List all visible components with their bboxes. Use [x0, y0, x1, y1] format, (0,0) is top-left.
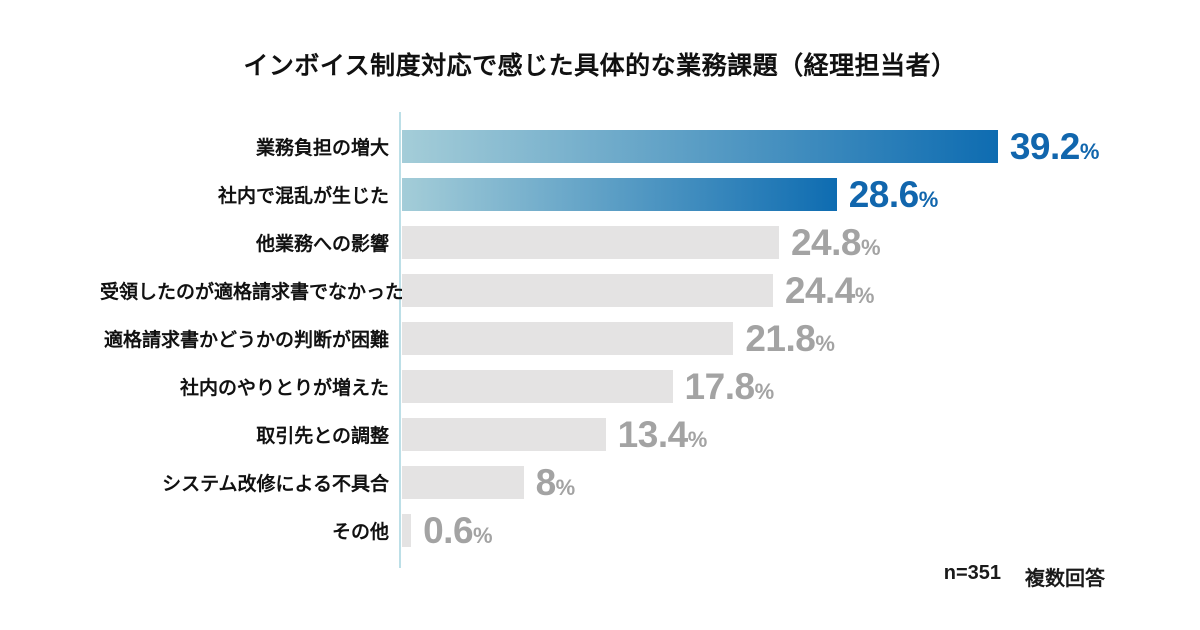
value-label: 39.2% [1010, 128, 1100, 165]
percent-sign: % [687, 426, 708, 452]
response-type-label: 複数回答 [1025, 568, 1105, 590]
value-number: 24.4 [784, 269, 856, 311]
category-label: 適格請求書かどうかの判断が困難 [103, 329, 389, 351]
value-label: 28.6% [849, 176, 939, 213]
chart-row: その他 0.6% [100, 506, 1160, 554]
percent-sign: % [473, 522, 493, 548]
category-label: 受領したのが適格請求書でなかった [100, 281, 405, 303]
value-bar [402, 417, 606, 451]
chart-row: 受領したのが適格請求書でなかった 24.4% [100, 266, 1160, 314]
chart-row: 社内で混乱が生じた 28.6% [100, 170, 1160, 218]
chart-row: システム改修による不具合 8% [100, 458, 1160, 506]
percent-sign: % [860, 234, 881, 260]
value-number: 17.8 [684, 365, 756, 407]
chart-row: 業務負担の増大 39.2% [100, 122, 1160, 170]
value-label: 21.8% [745, 320, 835, 357]
value-bar [402, 321, 734, 355]
value-bar [402, 369, 673, 403]
value-number: 28.6 [848, 173, 920, 215]
value-label: 8% [536, 464, 576, 501]
chart-row: 他業務への影響 24.8% [100, 218, 1160, 266]
chart-title: インボイス制度対応で感じた具体的な業務課題（経理担当者） [243, 52, 957, 80]
chart-footnote: n=351 複数回答 [944, 562, 1105, 591]
value-bar [402, 225, 779, 259]
value-bar [402, 465, 524, 499]
value-bar [402, 273, 773, 307]
category-label: 他業務への影響 [255, 233, 389, 255]
value-label: 17.8% [685, 368, 775, 405]
percent-sign: % [754, 378, 775, 404]
value-bar [402, 513, 412, 547]
value-number: 21.8 [745, 317, 816, 359]
value-label: 24.8% [791, 224, 881, 261]
value-bar [402, 129, 998, 163]
value-label: 0.6% [423, 512, 493, 549]
category-label: 社内で混乱が生じた [217, 185, 389, 207]
category-label: 社内のやりとりが増えた [179, 377, 389, 399]
percent-sign: % [1079, 138, 1100, 164]
y-axis-line [399, 112, 401, 568]
value-number: 13.4 [617, 413, 689, 455]
sample-size-label: n=351 [943, 562, 1001, 584]
value-label: 24.4% [785, 272, 875, 309]
chart-row: 適格請求書かどうかの判断が困難 21.8% [100, 314, 1160, 362]
category-label: 業務負担の増大 [255, 137, 389, 159]
bar-chart: 業務負担の増大 39.2% 社内で混乱が生じた 28.6% 他業務への影響 24.8% 受領… [100, 122, 1160, 554]
category-label: その他 [331, 521, 389, 543]
value-number: 39.2 [1009, 125, 1081, 167]
category-label: システム改修による不具合 [162, 473, 389, 495]
chart-row: 社内のやりとりが増えた 17.8% [100, 362, 1160, 410]
value-bar [402, 177, 837, 211]
value-number: 0.6 [423, 509, 474, 551]
percent-sign: % [555, 474, 576, 500]
category-label: 取引先との調整 [256, 425, 389, 447]
value-number: 8 [535, 461, 557, 503]
percent-sign: % [815, 330, 835, 356]
chart-row: 取引先との調整 13.4% [100, 410, 1160, 458]
value-number: 24.8 [790, 221, 862, 263]
percent-sign: % [918, 186, 939, 212]
percent-sign: % [854, 282, 875, 308]
value-label: 13.4% [618, 416, 708, 453]
